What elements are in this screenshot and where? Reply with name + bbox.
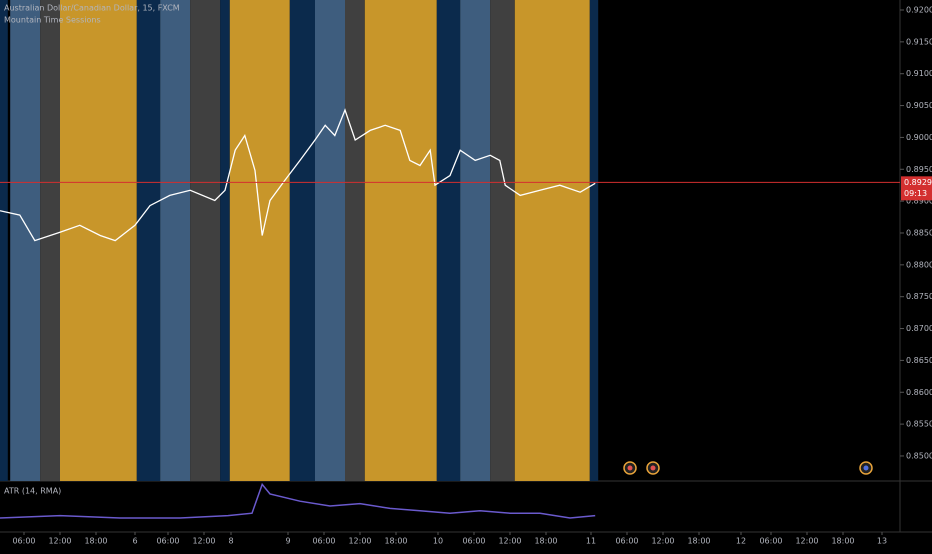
- session-band: [40, 0, 60, 481]
- x-tick-label: 11: [586, 537, 596, 546]
- x-tick-label: 12:00: [348, 537, 371, 546]
- x-tick-label: 9: [285, 537, 290, 546]
- session-band: [289, 0, 315, 481]
- x-tick-label: 8: [228, 537, 233, 546]
- session-band: [160, 0, 191, 481]
- session-band: [136, 0, 161, 481]
- x-tick-label: 10: [433, 537, 443, 546]
- x-tick-label: 12:00: [48, 537, 71, 546]
- chart-title: Australian Dollar/Canadian Dollar, 15, F…: [4, 4, 180, 13]
- session-band: [60, 0, 137, 481]
- session-band: [436, 0, 461, 481]
- last-price-label: 0.89295: [904, 178, 932, 187]
- session-band: [229, 0, 290, 481]
- session-band: [364, 0, 437, 481]
- session-band: [190, 0, 221, 481]
- x-tick-label: 06:00: [312, 537, 335, 546]
- session-band: [0, 0, 8, 481]
- session-band: [220, 0, 230, 481]
- price-line: [0, 108, 596, 242]
- x-tick-label: 12:00: [192, 537, 215, 546]
- x-tick-label: 12:00: [651, 537, 674, 546]
- session-band: [490, 0, 515, 481]
- event-icon-dot: [650, 465, 656, 471]
- price-line: [0, 482, 596, 519]
- x-tick-label: 6: [132, 537, 137, 546]
- session-band: [345, 0, 365, 481]
- x-tick-label: 12:00: [498, 537, 521, 546]
- event-icon-dot: [863, 465, 869, 471]
- x-tick-label: 18:00: [534, 537, 557, 546]
- session-band: [315, 0, 345, 481]
- x-tick-label: 18:00: [84, 537, 107, 546]
- session-band: [460, 0, 491, 481]
- x-tick-label: 06:00: [759, 537, 782, 546]
- price-pane: [0, 108, 596, 242]
- x-tick-label: 06:00: [156, 537, 179, 546]
- last-price-tag: [901, 176, 932, 201]
- session-bands: [0, 0, 599, 481]
- x-tick-label: 13: [877, 537, 887, 546]
- event-icon-dot: [627, 465, 633, 471]
- session-band: [589, 0, 599, 481]
- x-tick-label: 18:00: [687, 537, 710, 546]
- x-tick-label: 12:00: [795, 537, 818, 546]
- atr-title: ATR (14, RMA): [4, 487, 61, 496]
- countdown-label: 09:13: [904, 189, 927, 198]
- indicator-title: Mountain Time Sessions: [4, 16, 101, 25]
- x-tick-label: 06:00: [615, 537, 638, 546]
- x-tick-label: 12: [736, 537, 746, 546]
- x-tick-label: 18:00: [831, 537, 854, 546]
- x-tick-label: 18:00: [384, 537, 407, 546]
- x-tick-label: 06:00: [462, 537, 485, 546]
- session-band: [514, 0, 590, 481]
- x-tick-label: 06:00: [12, 537, 35, 546]
